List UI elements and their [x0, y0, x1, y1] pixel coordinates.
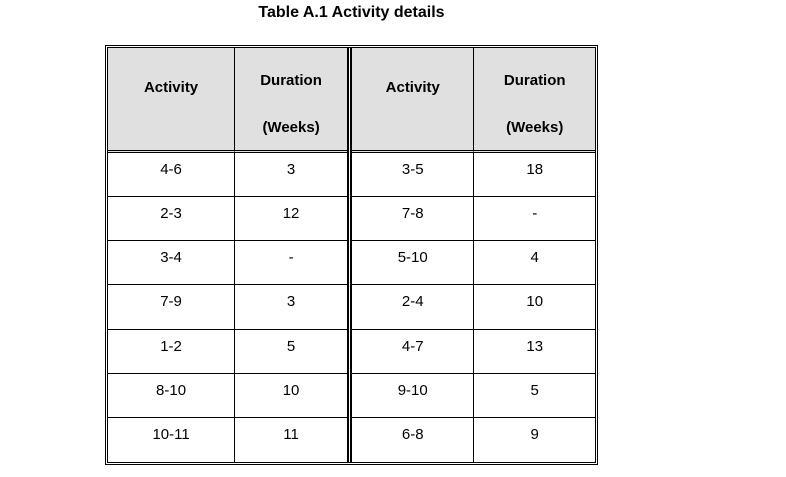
- activity-cell: 6-8: [352, 417, 475, 462]
- activity-cell: 2-4: [352, 285, 475, 330]
- duration-cell: 10: [474, 285, 595, 330]
- duration-header: Duration (Weeks): [474, 48, 595, 153]
- table-middle-divider: [347, 48, 352, 462]
- duration-header-line1: Duration: [503, 72, 566, 89]
- activity-cell: 10-11: [108, 417, 236, 462]
- table-right-half: Activity Duration (Weeks) 3-5 18 7-8 - 5…: [352, 48, 595, 462]
- activity-cell: 5-10: [352, 241, 475, 286]
- duration-cell: 5: [235, 330, 347, 374]
- duration-cell: 18: [474, 153, 595, 198]
- activity-cell: 7-8: [352, 197, 475, 242]
- activity-cell: 7-9: [108, 285, 236, 330]
- duration-cell: 10: [235, 374, 347, 418]
- duration-header-line2: (Weeks): [506, 119, 564, 136]
- activity-table: Activity Duration (Weeks) 4-6 3 2-3 12 3…: [105, 45, 598, 465]
- table-left-half: Activity Duration (Weeks) 4-6 3 2-3 12 3…: [108, 48, 347, 462]
- document-page: Table A.1 Activity details Activity Dura…: [105, 0, 598, 465]
- table-caption: Table A.1 Activity details: [258, 4, 445, 21]
- duration-cell: 3: [235, 285, 347, 330]
- activity-header: Activity: [352, 48, 475, 153]
- activity-cell: 9-10: [352, 373, 475, 418]
- duration-cell: 9: [530, 425, 539, 443]
- activity-cell: 4-6: [108, 153, 236, 198]
- duration-cell: 11: [283, 425, 299, 443]
- duration-cell: 13: [474, 330, 595, 374]
- duration-cell: 5: [474, 374, 595, 418]
- activity-cell: 3-4: [108, 241, 236, 286]
- activity-cell: 1-2: [108, 329, 236, 374]
- duration-cell: -: [474, 197, 595, 242]
- duration-cell: 3: [235, 153, 347, 198]
- activity-header: Activity: [108, 48, 236, 153]
- activity-cell: 3-5: [352, 153, 475, 198]
- duration-header-line1: Duration: [260, 72, 322, 89]
- activity-cell: 4-7: [352, 329, 475, 374]
- activity-cell: 8-10: [108, 373, 236, 418]
- activity-cell: 2-3: [108, 197, 236, 242]
- duration-header: Duration (Weeks): [235, 48, 347, 153]
- duration-cell: -: [235, 241, 347, 286]
- duration-header-line2: (Weeks): [262, 119, 320, 136]
- duration-cell: 12: [235, 197, 347, 242]
- duration-cell: 4: [474, 241, 595, 286]
